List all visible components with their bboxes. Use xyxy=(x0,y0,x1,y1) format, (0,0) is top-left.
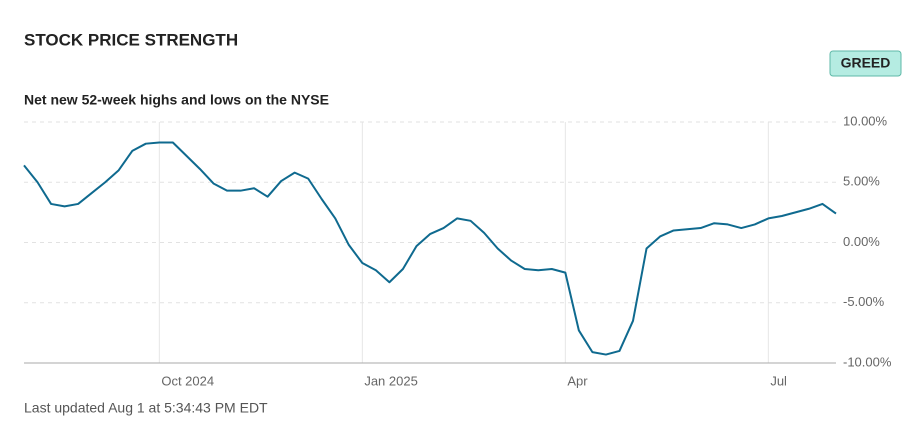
y-tick-label: 10.00% xyxy=(843,113,888,128)
x-tick-label: Apr xyxy=(567,373,588,388)
chart-subtitle: Net new 52-week highs and lows on the NY… xyxy=(24,92,329,108)
y-tick-label: -5.00% xyxy=(843,294,885,309)
y-tick-label: 5.00% xyxy=(843,174,880,189)
line xyxy=(23,141,837,356)
x-tick-label: Jul xyxy=(770,373,787,388)
y-tick-label: -10.00% xyxy=(843,354,892,369)
rating-badge xyxy=(829,50,902,77)
x-tick-label: Oct 2024 xyxy=(161,373,214,388)
chart-title: STOCK PRICE STRENGTH xyxy=(24,30,238,49)
x-tick-label: Jan 2025 xyxy=(364,373,418,388)
footer: Last updated Aug 1 at 5:34:43 PM EDT xyxy=(24,400,268,416)
rating-label: GREED xyxy=(841,55,891,71)
y-tick-label: 0.00% xyxy=(843,234,880,249)
